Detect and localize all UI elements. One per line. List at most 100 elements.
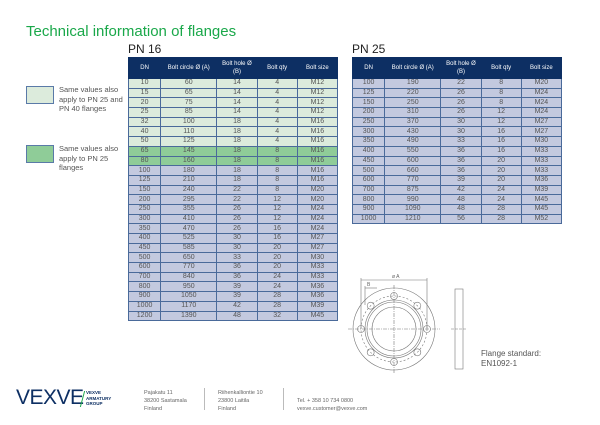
flange-standard: Flange standard: EN1092-1 [481,349,541,369]
column-header-bolt-hole: Bolt hole Ø (B) [216,57,258,79]
cell-bolt-circle: 180 [160,165,218,176]
cell-dn: 20 [127,97,162,109]
cell-bolt-qty: 8 [256,174,298,186]
cell-bolt-size: M39 [296,300,339,312]
cell-bolt-hole: 30 [440,126,482,138]
flange-standard-value: EN1092-1 [481,359,518,368]
cell-bolt-circle: 1210 [384,213,442,225]
cell-bolt-hole: 18 [216,145,258,157]
cell-bolt-hole: 22 [216,194,258,205]
cell-bolt-size: M16 [296,136,339,147]
cell-bolt-size: M36 [296,281,339,293]
cell-bolt-qty: 20 [480,155,522,167]
bolt-hole [413,348,422,357]
cell-bolt-hole: 14 [216,78,258,89]
dimension-a-label: ø A [392,274,400,280]
cell-dn: 700 [351,184,386,196]
cell-bolt-qty: 24 [480,184,522,196]
cell-bolt-size: M27 [296,242,339,254]
cell-bolt-size: M45 [520,194,563,205]
cell-bolt-circle: 85 [160,107,218,118]
table-row: 600 770 39 20 M36 [351,174,563,186]
table-row: 300 430 30 16 M27 [351,126,563,138]
cell-bolt-qty: 8 [256,155,298,167]
cell-bolt-qty: 16 [256,233,298,244]
table-row: 350 470 26 16 M24 [127,223,339,234]
column-header-bolt-size: Bolt size [520,57,563,79]
table-row: 65 145 18 8 M16 [127,145,339,157]
cell-bolt-circle: 770 [160,262,218,273]
cell-bolt-circle: 430 [384,126,442,138]
cell-bolt-size: M33 [296,262,339,273]
cell-dn: 350 [351,136,386,147]
legend-text-pn25-pn40: Same values also apply to PN 25 and PN 4… [59,85,123,113]
cell-bolt-circle: 490 [384,136,442,147]
cell-bolt-hole: 30 [216,233,258,244]
cell-dn: 65 [127,145,162,157]
cell-bolt-hole: 33 [216,252,258,264]
table-row: 250 370 30 12 M27 [351,116,563,128]
cell-bolt-qty: 12 [256,203,298,215]
table-row: 50 125 18 4 M16 [127,136,339,147]
dimension-b-label: B [367,282,371,288]
cell-bolt-circle: 840 [160,271,218,283]
cell-bolt-size: M45 [520,203,563,215]
bolt-hole [366,348,375,357]
cell-dn: 500 [351,165,386,176]
cell-bolt-size: M30 [520,136,563,147]
cell-dn: 32 [127,116,162,128]
cell-bolt-hole: 36 [216,271,258,283]
cell-bolt-hole: 26 [440,107,482,118]
table-row: 800 990 48 24 M45 [351,194,563,205]
cell-bolt-circle: 250 [384,97,442,109]
table-row: 15 65 14 4 M12 [127,87,339,99]
cell-bolt-circle: 525 [160,233,218,244]
cell-bolt-qty: 28 [256,291,298,302]
table-row: 800 950 39 24 M36 [127,281,339,293]
cell-bolt-qty: 16 [256,223,298,234]
cell-dn: 15 [127,87,162,99]
cell-dn: 400 [127,233,162,244]
cell-bolt-qty: 8 [480,87,522,99]
cell-bolt-qty: 4 [256,97,298,109]
table-row: 400 550 36 16 M33 [351,145,563,157]
cell-bolt-hole: 22 [216,184,258,196]
cell-bolt-hole: 48 [440,203,482,215]
legend-swatch-green [26,145,54,163]
bolt-hole [366,301,375,310]
cell-bolt-hole: 48 [440,194,482,205]
cell-bolt-circle: 1050 [160,291,218,302]
vexve-logo: VEXVE [16,386,84,409]
cell-bolt-size: M16 [296,126,339,138]
cell-bolt-hole: 26 [216,213,258,225]
cell-bolt-size: M27 [520,116,563,128]
divider [204,388,205,410]
table-row: 900 1050 39 28 M36 [127,291,339,302]
cell-dn: 600 [351,174,386,186]
cell-bolt-hole: 39 [440,174,482,186]
cell-bolt-circle: 210 [160,174,218,186]
email[interactable]: vexve.customer@vexve.com [297,406,368,412]
group-logo-text: VEXVE ARMATURY GROUP [86,390,112,406]
table-row: 450 600 36 20 M33 [351,155,563,167]
cell-bolt-hole: 26 [440,87,482,99]
cell-bolt-size: M16 [296,145,339,157]
cell-bolt-qty: 20 [256,242,298,254]
cell-bolt-circle: 550 [384,145,442,157]
cell-bolt-hole: 26 [216,223,258,234]
cell-bolt-hole: 39 [216,291,258,302]
cell-bolt-hole: 18 [216,174,258,186]
cell-dn: 350 [127,223,162,234]
cell-bolt-circle: 240 [160,184,218,196]
table-row: 900 1090 48 28 M45 [351,203,563,215]
cell-bolt-circle: 650 [160,252,218,264]
cell-bolt-qty: 4 [256,126,298,138]
cell-bolt-circle: 770 [384,174,442,186]
cell-bolt-size: M12 [296,97,339,109]
cell-bolt-qty: 24 [256,271,298,283]
pn25-table: DN Bolt circle Ø (A) Bolt hole Ø (B) Bolt q… [351,57,563,225]
pn16-table: DN Bolt circle Ø (A) Bolt hole Ø (B) Bolt q… [127,57,339,322]
cell-bolt-hole: 48 [216,310,258,322]
cell-bolt-circle: 1390 [160,310,218,322]
table-row: 20 75 14 4 M12 [127,97,339,109]
